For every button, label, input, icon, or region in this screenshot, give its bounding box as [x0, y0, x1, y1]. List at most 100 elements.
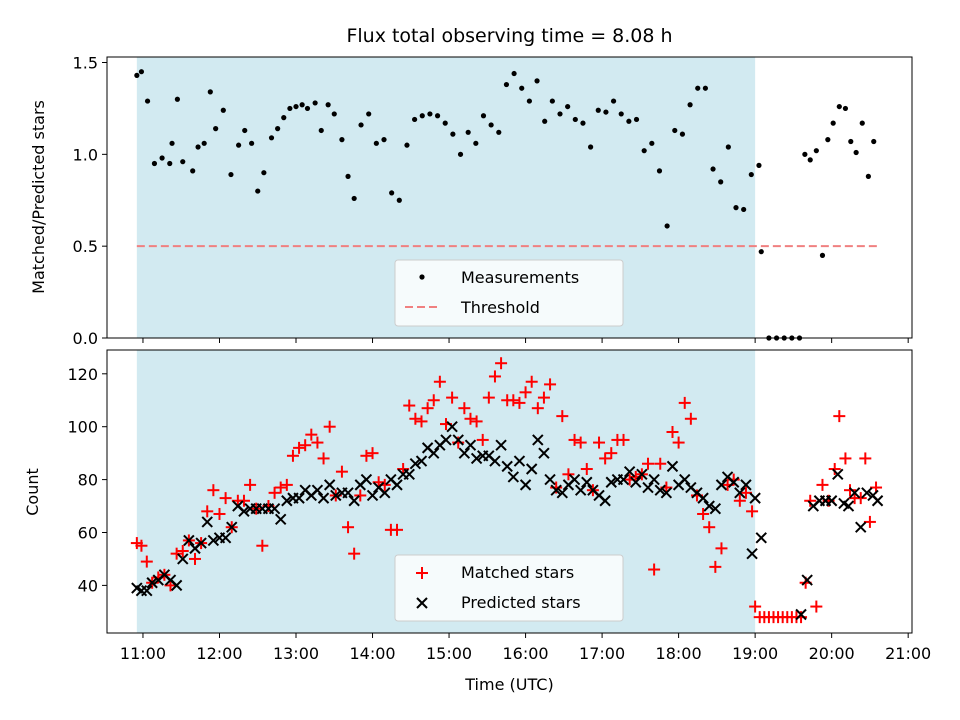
- measurements-late-point: [819, 252, 826, 258]
- measurements-point: [381, 137, 387, 143]
- measurements-point: [351, 195, 357, 202]
- measurements-point: [572, 116, 578, 123]
- predicted-stars-point: [709, 502, 722, 515]
- predicted-stars-point: [177, 553, 189, 565]
- measurements-point: [580, 120, 586, 126]
- measurements-point: [293, 103, 299, 110]
- measurements-point: [345, 173, 351, 179]
- matched-stars-point: [715, 542, 728, 555]
- measurements-point: [213, 126, 219, 132]
- predicted-stars-point: [201, 516, 213, 528]
- predicted-stars-late-point: [801, 574, 813, 586]
- matched-stars-point: [605, 447, 618, 460]
- matched-stars-point: [293, 441, 306, 454]
- measurements-point: [304, 105, 311, 112]
- matched-stars-point: [470, 415, 483, 428]
- measurements-point: [488, 122, 494, 128]
- matched-stars-point: [678, 396, 691, 409]
- measurements-point: [496, 129, 502, 135]
- matched-stars-point: [342, 521, 355, 534]
- measurements-point: [389, 190, 395, 196]
- measurements-point: [702, 85, 708, 91]
- matched-stars-point: [305, 428, 318, 441]
- predicted-stars-point: [360, 473, 373, 486]
- y-tick-label: 60: [78, 523, 98, 542]
- predicted-stars-late-point: [855, 521, 867, 533]
- matched-stars-late-point: [863, 515, 876, 528]
- measurements-point: [664, 223, 670, 229]
- matched-stars-point: [427, 394, 440, 407]
- matched-stars-point: [703, 521, 716, 534]
- top-y-axis-label: Matched/Predicted stars: [29, 100, 48, 294]
- matched-stars-point: [684, 412, 697, 425]
- predicted-stars-point: [458, 447, 471, 459]
- measurements-point: [526, 98, 532, 104]
- matched-stars-late-point: [839, 452, 852, 465]
- legend-threshold-label: Threshold: [460, 298, 540, 317]
- matched-stars-point: [409, 412, 422, 425]
- y-tick-label: 0.0: [73, 329, 98, 348]
- measurements-point: [195, 144, 201, 150]
- matched-stars-point: [531, 402, 544, 415]
- matched-stars-point: [733, 494, 746, 507]
- matched-stars-point: [507, 394, 520, 407]
- predicted-stars-point: [550, 484, 562, 496]
- measurements-point: [465, 129, 471, 135]
- predicted-stars-point: [581, 476, 593, 488]
- predicted-stars-point: [379, 487, 391, 499]
- measurements-point: [442, 120, 448, 126]
- matched-stars-point: [513, 396, 526, 409]
- predicted-stars-point: [660, 487, 673, 499]
- matched-stars-point: [709, 560, 722, 573]
- predicted-stars-point: [617, 473, 630, 486]
- measurements-point: [318, 127, 324, 134]
- matched-stars-point: [219, 492, 232, 505]
- predicted-stars-point: [513, 455, 526, 467]
- bottom-y-axis-label: Count: [23, 468, 42, 516]
- matched-stars-late-point: [749, 600, 762, 613]
- predicted-stars-point: [636, 468, 648, 481]
- matched-stars-late-point: [833, 410, 846, 423]
- measurements-point: [480, 113, 487, 119]
- measurements-point: [190, 168, 196, 174]
- measurements-point: [427, 111, 433, 117]
- bottom-legend-box: [394, 554, 624, 622]
- measurements-late-point: [865, 173, 871, 179]
- predicted-stars-point: [642, 481, 654, 494]
- top-legend: Measurements Threshold: [394, 259, 624, 327]
- predicted-stars-point: [556, 487, 569, 499]
- legend-measurements-label: Measurements: [461, 268, 579, 287]
- measurements-point: [281, 115, 287, 121]
- measurements-point: [626, 118, 632, 124]
- predicted-stars-point: [195, 537, 207, 549]
- measurements-point: [695, 85, 701, 91]
- predicted-stars-point: [391, 479, 403, 491]
- measurements-point: [268, 135, 275, 141]
- predicted-stars-late-point: [832, 468, 844, 481]
- measurements-late-point: [836, 103, 842, 110]
- measurements-point: [358, 122, 364, 128]
- measurements-late-point: [853, 149, 859, 156]
- matched-stars-point: [207, 484, 220, 497]
- matched-stars-point: [476, 433, 489, 446]
- matched-stars-point: [574, 436, 587, 449]
- predicted-stars-point: [746, 547, 758, 560]
- matched-stars-late-point: [854, 492, 867, 505]
- measurements-point: [603, 109, 609, 115]
- matched-stars-point: [366, 447, 379, 460]
- measurements-point: [687, 102, 693, 108]
- matched-stars-point: [286, 449, 299, 462]
- matched-stars-point: [654, 457, 667, 470]
- measurements-point: [228, 171, 234, 178]
- predicted-stars-point: [630, 476, 642, 488]
- predicted-stars-point: [428, 447, 440, 459]
- matched-stars-point: [299, 439, 312, 452]
- predicted-stars-point: [666, 460, 679, 473]
- measurements-late-point: [758, 249, 764, 255]
- predicted-stars-point: [268, 502, 281, 515]
- predicted-stars-point: [323, 479, 336, 491]
- predicted-stars-point: [452, 434, 464, 446]
- predicted-stars-point: [715, 479, 728, 491]
- bottom-panel-frame: [106, 349, 913, 634]
